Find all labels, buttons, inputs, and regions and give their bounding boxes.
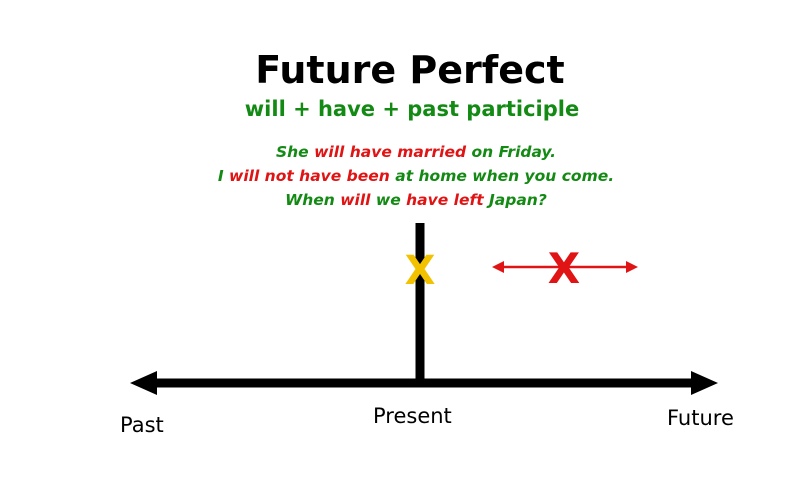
future-arrow-right-icon [626, 261, 638, 273]
sentence-text: When [285, 191, 341, 209]
arrow-left-icon [130, 371, 157, 395]
arrow-right-icon [691, 371, 718, 395]
example-sentence: She will have married on Friday. [0, 140, 800, 164]
present-x-mark: X [405, 248, 436, 294]
verb-phrase: will not have been [229, 167, 390, 185]
sentence-text: on Friday. [466, 143, 557, 161]
formula: will + have + past participle [244, 97, 580, 121]
example-sentences: She will have married on Friday. I will n… [0, 140, 800, 212]
label-future: Future [667, 406, 734, 430]
verb-phrase: will have married [314, 143, 467, 161]
example-sentence: I will not have been at home when you co… [0, 164, 800, 188]
verb-phrase: will [340, 191, 371, 209]
example-sentence: When will we have left Japan? [0, 188, 800, 212]
future-arrow-left-icon [492, 261, 504, 273]
label-past: Past [120, 413, 164, 437]
sentence-text: I [217, 167, 230, 185]
sentence-text: at home when you come. [389, 167, 615, 185]
page-title: Future Perfect [255, 48, 565, 92]
future-x-mark: X [548, 244, 580, 293]
label-present: Present [373, 404, 452, 428]
sentence-text: She [275, 143, 315, 161]
verb-phrase: have left [406, 191, 484, 209]
sentence-text: Japan? [483, 191, 547, 209]
sentence-text: we [370, 191, 407, 209]
